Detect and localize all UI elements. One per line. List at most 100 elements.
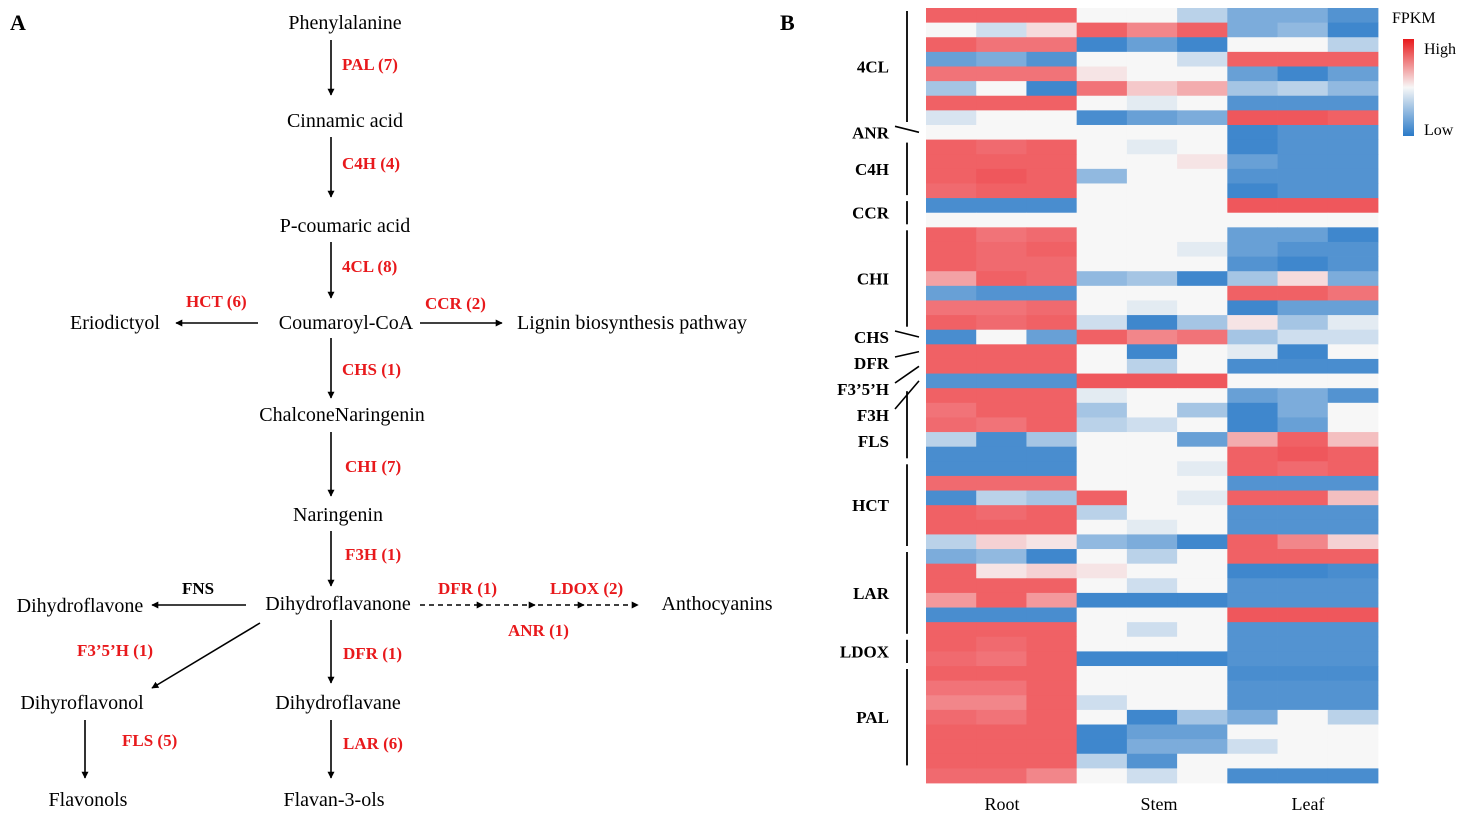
heatmap-cell [1227,549,1278,565]
heatmap-cell [1126,739,1178,755]
heatmap-cell [976,373,1027,389]
heatmap-cell [1227,519,1278,535]
heatmap-cell [926,461,977,477]
heatmap-cell [1227,446,1278,462]
heatmap-cell [926,124,977,140]
heatmap-cell [1277,168,1329,184]
heatmap-cell [1277,490,1329,506]
heatmap-cell [976,490,1027,506]
heatmap-cell [1026,124,1078,140]
heatmap-cell [1126,534,1178,550]
heatmap-cell [1177,592,1228,608]
heatmap-cell [1177,212,1228,228]
enzyme-fls: FLS (5) [122,731,177,750]
heatmap-cell [1327,695,1379,711]
heatmap-cell [1026,563,1078,579]
heatmap-cell [1227,636,1278,652]
heatmap-cell [926,183,977,199]
heatmap-cell [1227,344,1278,360]
heatmap-cell [1177,695,1228,711]
heatmap-cell [976,549,1027,565]
heatmap-cell [976,51,1027,67]
group-label-c4h: C4H [855,160,889,179]
heatmap-cell [1026,329,1078,345]
heatmap-cell [1026,578,1078,594]
heatmap-cell [1076,519,1128,535]
heatmap-cell [1177,124,1228,140]
heatmap-cell [1126,592,1178,608]
heatmap-cell [1026,388,1078,404]
heatmap-cell [1076,256,1128,272]
heatmap-cell [1277,227,1329,243]
heatmap-cell [1277,768,1329,784]
heatmap-cell [1026,607,1078,623]
heatmap-cell [1177,8,1228,24]
heatmap-cell [1177,373,1228,389]
heatmap-cell [1026,241,1078,257]
heatmap-cell [1277,300,1329,316]
heatmap-cell [926,563,977,579]
metabolite-coumaroyl-coa: Coumaroyl-CoA [279,312,414,334]
enzyme-fns: FNS [182,579,214,598]
heatmap-cell [1076,124,1128,140]
heatmap-cell [1227,241,1278,257]
heatmap-cell [1227,329,1278,345]
heatmap-cell [1126,8,1178,24]
heatmap-cell [976,709,1027,725]
panel-a-pathway: A Phenylalanine Cinnamic acid P-coumaric… [10,10,773,811]
heatmap-cell [1076,680,1128,696]
heatmap-cell [1227,475,1278,491]
heatmap-cell [1026,475,1078,491]
heatmap-cell [1177,651,1228,667]
heatmap-cell [1277,285,1329,301]
heatmap-cell [1026,695,1078,711]
heatmap-cell [1076,51,1128,67]
heatmap-cell [1076,271,1128,287]
heatmap-cell [1076,622,1128,638]
legend-gradient-bar [1403,39,1414,136]
heatmap-cell [1227,315,1278,331]
heatmap-cell [1026,490,1078,506]
heatmap-cell [976,402,1027,418]
heatmap-cell [1026,432,1078,448]
heatmap-cell [1327,51,1379,67]
heatmap-cell [1026,636,1078,652]
group-label-anr: ANR [852,123,890,142]
heatmap-cell [1327,680,1379,696]
heatmap-cell [1227,51,1278,67]
metabolite-anthocyanins: Anthocyanins [661,593,772,615]
heatmap-cell [1277,154,1329,170]
heatmap-cell [976,680,1027,696]
enzyme-c4h: C4H (4) [342,154,400,173]
heatmap-cell [1076,636,1128,652]
heatmap-cell [1177,519,1228,535]
heatmap-cell [1126,549,1178,565]
heatmap-cell [1177,154,1228,170]
heatmap-cell [976,37,1027,53]
heatmap-cell [976,329,1027,345]
heatmap-cell [1126,344,1178,360]
heatmap-cell [1227,680,1278,696]
heatmap-cell [976,739,1027,755]
heatmap-cell [1277,271,1329,287]
enzyme-pal: PAL (7) [342,55,398,74]
metabolite-flavonols: Flavonols [49,789,128,811]
heatmap-cell [976,95,1027,111]
heatmap-cell [1177,666,1228,682]
heatmap-cell [1327,139,1379,155]
heatmap-cell [926,373,977,389]
heatmap-cell [1026,81,1078,97]
heatmap-cell [1026,417,1078,433]
heatmap-cell [1327,505,1379,521]
heatmap-cell [1126,680,1178,696]
heatmap-cell [1327,66,1379,82]
heatmap-cell [1327,154,1379,170]
heatmap-cell [926,212,977,228]
heatmap-cell [1026,519,1078,535]
heatmap-cell [1076,241,1128,257]
heatmap-cell [1026,37,1078,53]
enzyme-chs: CHS (1) [342,360,401,379]
heatmap-cell [1177,198,1228,214]
heatmap-cell [926,22,977,38]
